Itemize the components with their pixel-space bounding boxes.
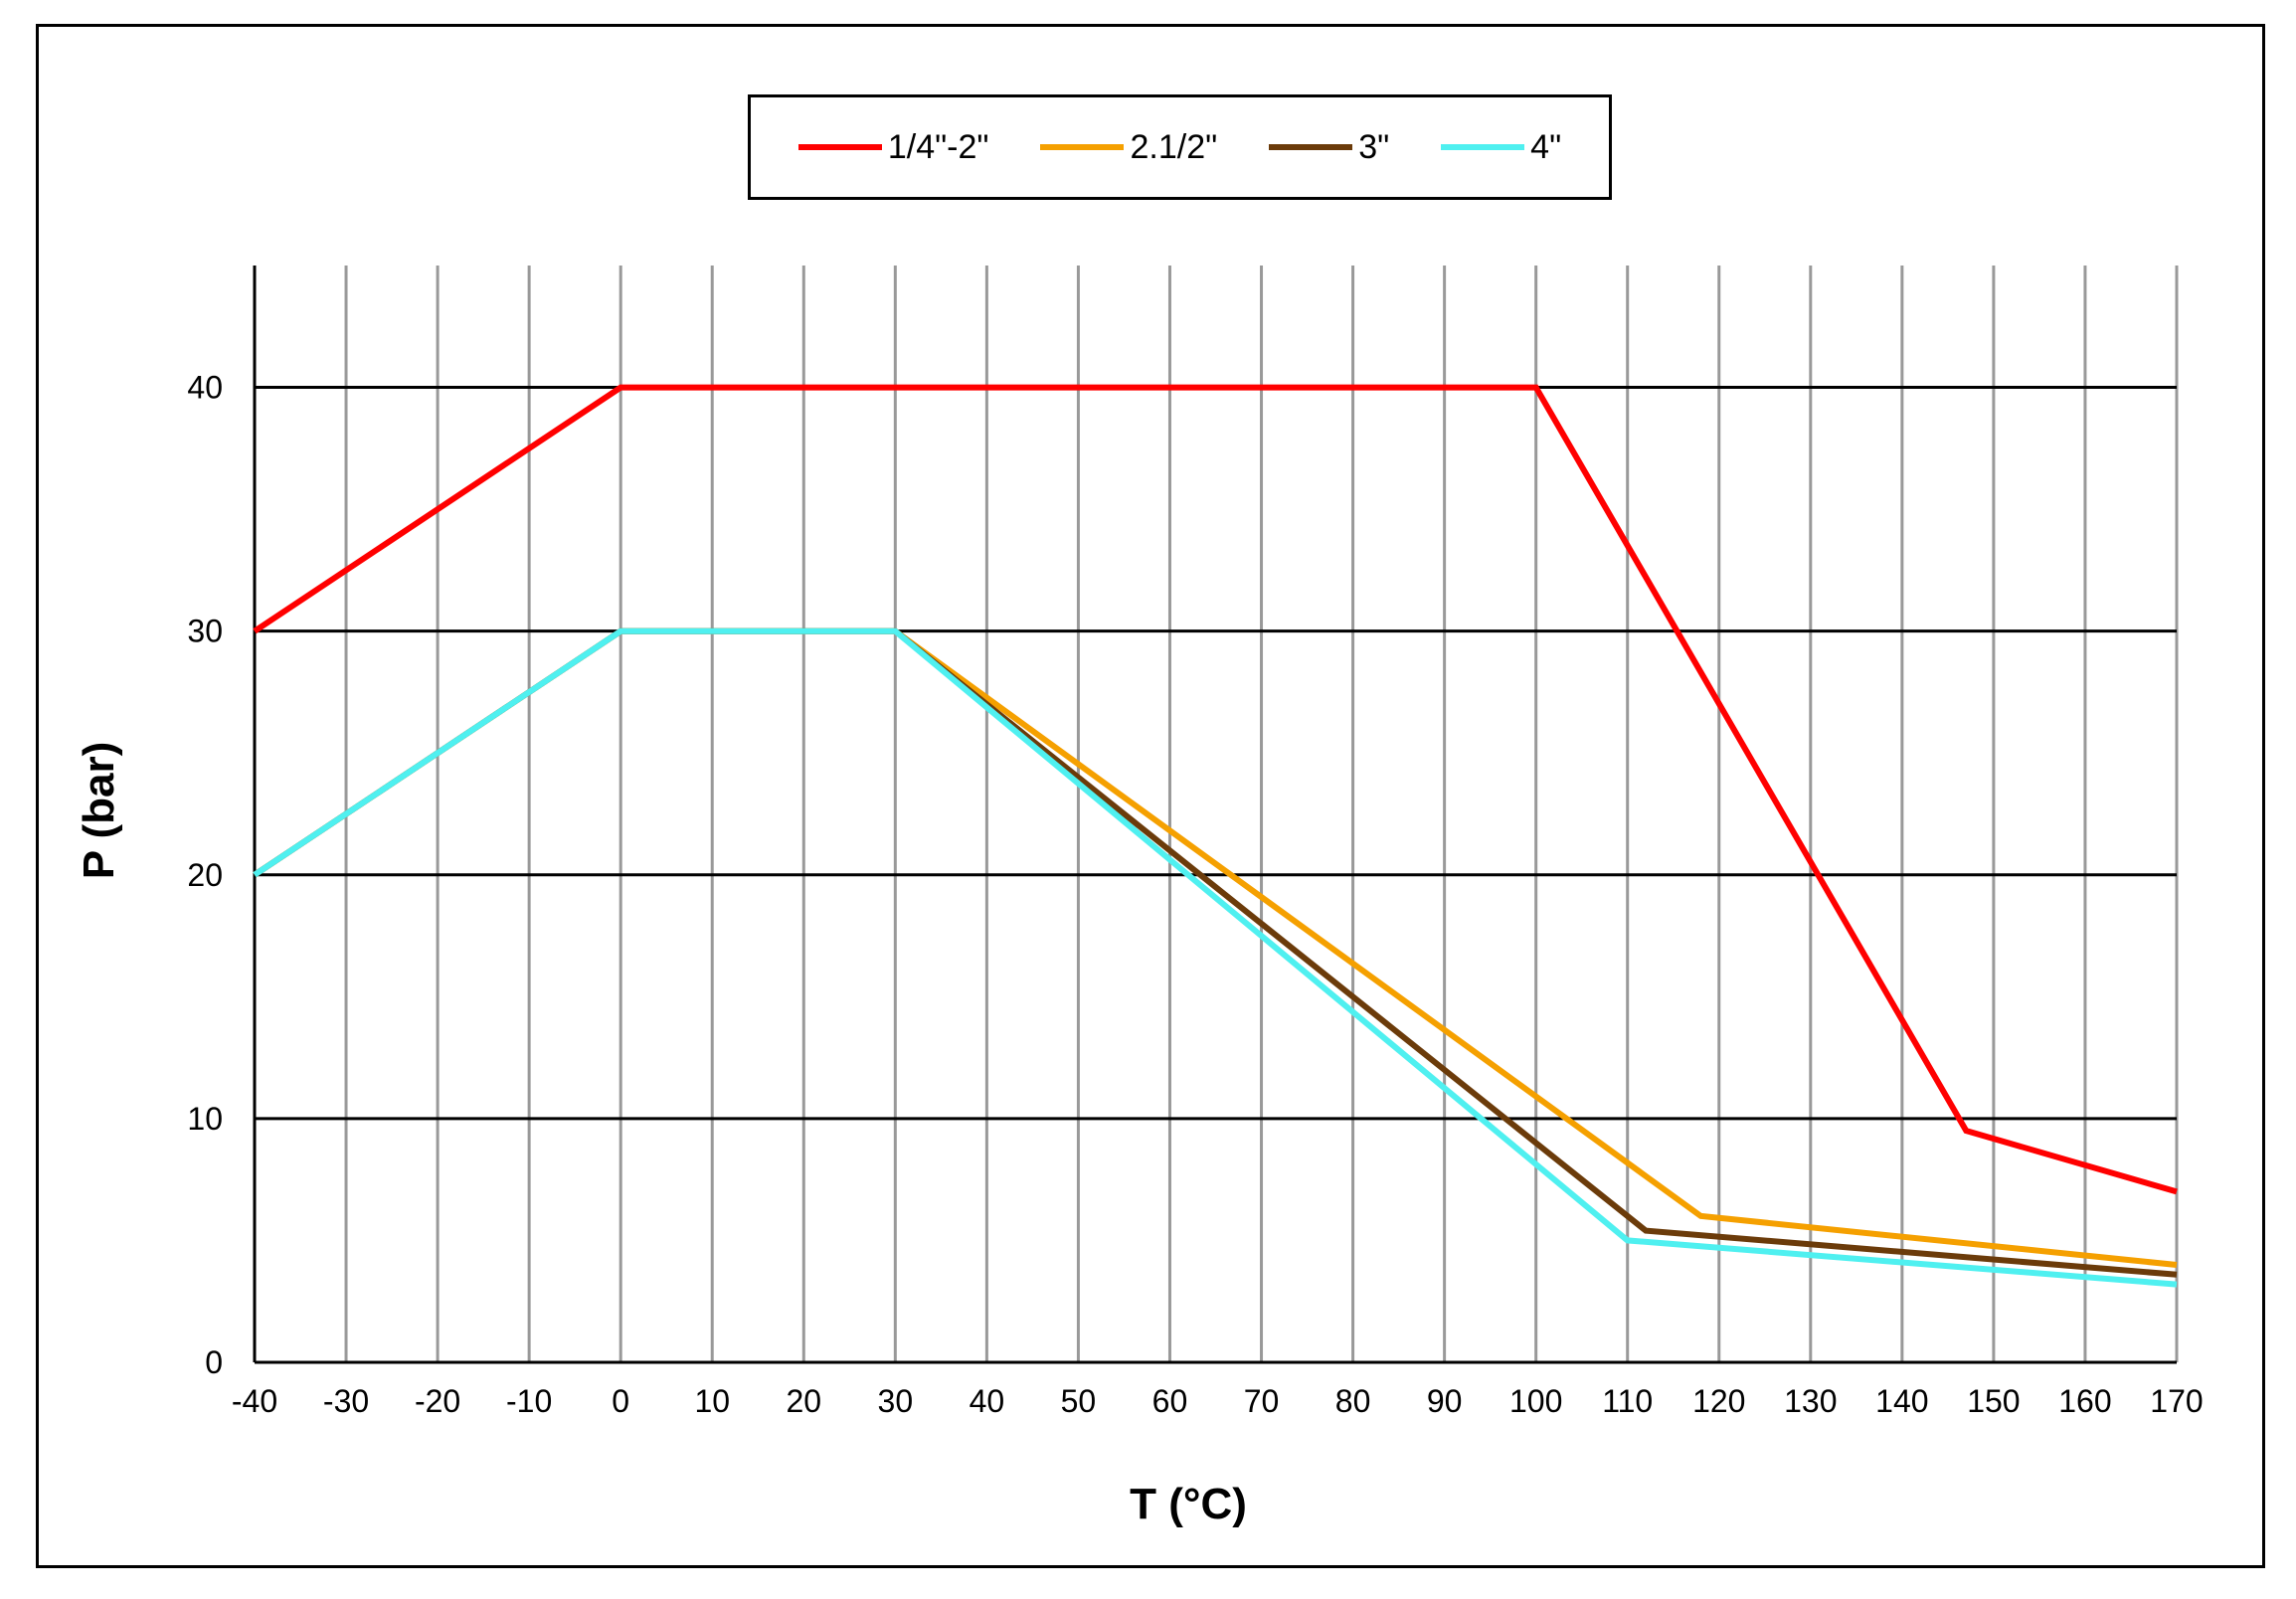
y-tick-label: 20 — [187, 857, 223, 893]
series-line-1 — [253, 384, 2178, 1195]
legend-swatch-series-3 — [1269, 144, 1353, 150]
legend-swatch-series-1 — [797, 144, 882, 150]
x-tick-label: -30 — [323, 1383, 369, 1419]
x-tick-label: 170 — [2150, 1383, 2203, 1419]
axes — [253, 266, 2177, 1364]
y-tick-label: 10 — [187, 1101, 223, 1137]
legend-label-series-3: 3" — [1358, 127, 1390, 166]
x-tick-label: 70 — [1244, 1383, 1280, 1419]
x-tick-label: 90 — [1427, 1383, 1463, 1419]
x-tick-label: 40 — [970, 1383, 1005, 1419]
x-tick-label: -10 — [506, 1383, 552, 1419]
legend-item-series-4: 4" — [1441, 128, 1561, 167]
legend-label-series-2: 2.1/2" — [1130, 127, 1218, 166]
chart-frame — [36, 24, 2265, 1568]
x-tick-label: 130 — [1784, 1383, 1837, 1419]
x-tick-label: 60 — [1152, 1383, 1188, 1419]
x-tick-labels: -40 -30 -20 -10 0 10 20 30 40 50 60 70 80 90 100 110 120… — [232, 1383, 2204, 1419]
vertical-gridlines — [344, 266, 2179, 1362]
legend-label-series-1: 1/4"-2" — [887, 127, 989, 166]
x-tick-label: 50 — [1061, 1383, 1097, 1419]
y-tick-label: 30 — [187, 614, 223, 649]
horizontal-gridlines — [255, 386, 2177, 1121]
legend: 1/4"-2" 2.1/2" 3" 4" — [748, 94, 1612, 200]
x-tick-label: 110 — [1602, 1383, 1653, 1419]
x-tick-label: 120 — [1692, 1383, 1745, 1419]
x-tick-label: 20 — [786, 1383, 821, 1419]
y-tick-labels: 0 10 20 30 40 — [187, 370, 223, 1380]
x-tick-label: 0 — [612, 1383, 629, 1419]
x-tick-label: 150 — [1967, 1383, 2020, 1419]
x-tick-label: 100 — [1509, 1383, 1562, 1419]
legend-label-series-4: 4" — [1530, 127, 1562, 166]
x-tick-label: 10 — [694, 1383, 730, 1419]
x-tick-label: -40 — [232, 1383, 277, 1419]
y-tick-label: 40 — [187, 370, 223, 406]
x-tick-label: 140 — [1875, 1383, 1928, 1419]
legend-swatch-series-2 — [1040, 144, 1125, 150]
legend-item-series-3: 3" — [1269, 128, 1389, 167]
legend-item-series-2: 2.1/2" — [1040, 128, 1217, 167]
legend-swatch-series-4 — [1441, 144, 1525, 150]
x-axis-label: T (°C) — [1130, 1480, 1247, 1528]
x-tick-label: -20 — [415, 1383, 460, 1419]
legend-item-series-1: 1/4"-2" — [797, 127, 989, 167]
y-axis-label: P (bar) — [75, 742, 123, 880]
series-lines — [253, 384, 2178, 1288]
series-line-4 — [253, 627, 2178, 1288]
series-line-3 — [253, 627, 2178, 1278]
x-tick-label: 160 — [2058, 1383, 2111, 1419]
y-tick-label: 0 — [205, 1344, 223, 1380]
x-tick-label: 30 — [878, 1383, 914, 1419]
series-line-2 — [253, 627, 2178, 1268]
x-tick-label: 80 — [1335, 1383, 1371, 1419]
